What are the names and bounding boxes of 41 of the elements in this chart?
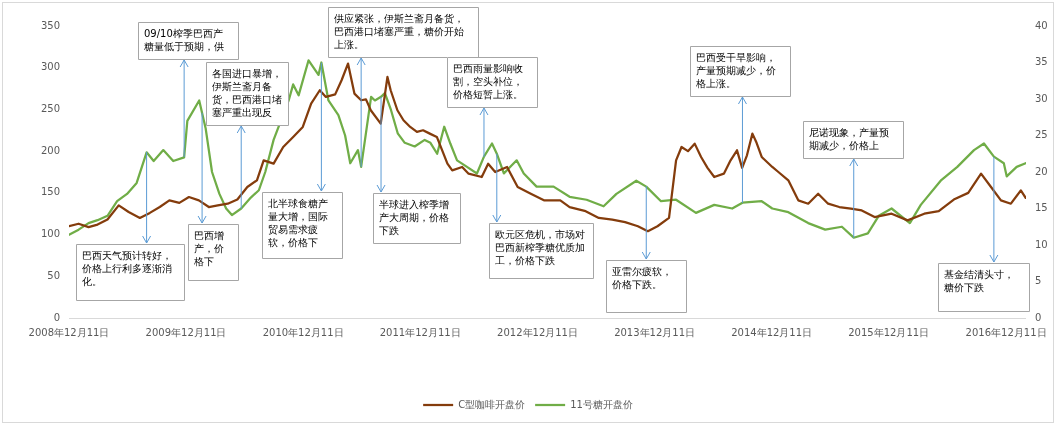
y2-tick-label: 15: [1034, 202, 1048, 214]
y2-tick-label: 30: [1034, 92, 1048, 104]
annotation: 09/10榨季巴西产糖量低于预期，供: [144, 27, 224, 52]
annotation: 半球进入榨季增产大周期，价格下跌: [379, 198, 449, 236]
y-tick-label: 0: [53, 311, 60, 323]
annotation: 巴西天气预计转好，价格上行利多逐渐消化。: [81, 249, 172, 287]
annotation: 基金结清头寸，糖价下跌: [944, 268, 1014, 293]
annotation: 巴西增产，价格下: [193, 229, 224, 267]
y2-tick-label: 40: [1034, 19, 1048, 31]
annotation: 欧元区危机，市场对巴西新榨季糖优质加工，价格下跌: [495, 228, 585, 266]
y-tick-label: 200: [40, 144, 60, 156]
y2-tick-label: 20: [1034, 165, 1048, 177]
annotation: 巴西雨量影响收割，空头补位，价格短暂上涨。: [452, 62, 523, 100]
x-tick-label: 2015年12月11日: [848, 326, 930, 338]
annotation: 亚雷尔疲软，价格下跌。: [611, 265, 672, 290]
y2-tick-label: 0: [1034, 311, 1042, 323]
x-tick-label: 2012年12月11日: [497, 326, 578, 338]
x-tick-label: 2016年12月11日: [965, 326, 1047, 338]
y2-tick-label: 10: [1034, 238, 1048, 250]
x-tick-label: 2014年12月11日: [731, 326, 813, 338]
annotation: 尼诺现象，产量预期减少，价格上: [809, 126, 889, 151]
y-tick-label: 150: [40, 186, 60, 198]
y2-tick-label: 5: [1034, 275, 1042, 287]
y-tick-label: 300: [40, 61, 60, 73]
x-tick-label: 2010年12月11日: [262, 326, 344, 338]
x-tick-label: 2011年12月11日: [379, 326, 461, 338]
annotation: 各国进口暴增，伊斯兰斋月备货，巴西港口堵塞严重出现反: [212, 67, 282, 118]
y-tick-label: 350: [40, 19, 60, 31]
x-tick-label: 2013年12月11日: [614, 326, 696, 338]
annotation: 供应紧张，伊斯兰斋月备货，巴西港口堵塞严重，糖价开始上涨。: [334, 12, 464, 50]
legend-label: C型咖啡开盘价: [458, 398, 526, 410]
y-tick-label: 250: [40, 103, 60, 115]
legend-label: 11号糖开盘价: [570, 398, 633, 410]
x-tick-label: 2009年12月11日: [145, 326, 227, 338]
annotation: 北半球食糖产量大增，国际贸易需求疲软，价格下: [268, 197, 328, 248]
y2-tick-label: 25: [1034, 129, 1048, 141]
x-tick-label: 2008年12月11日: [28, 326, 110, 338]
annotation: 巴西受干旱影响，产量预期减少，价格上涨。: [695, 51, 776, 89]
y2-tick-label: 35: [1034, 56, 1048, 68]
y-tick-label: 50: [47, 269, 60, 281]
y-tick-label: 100: [40, 228, 60, 240]
